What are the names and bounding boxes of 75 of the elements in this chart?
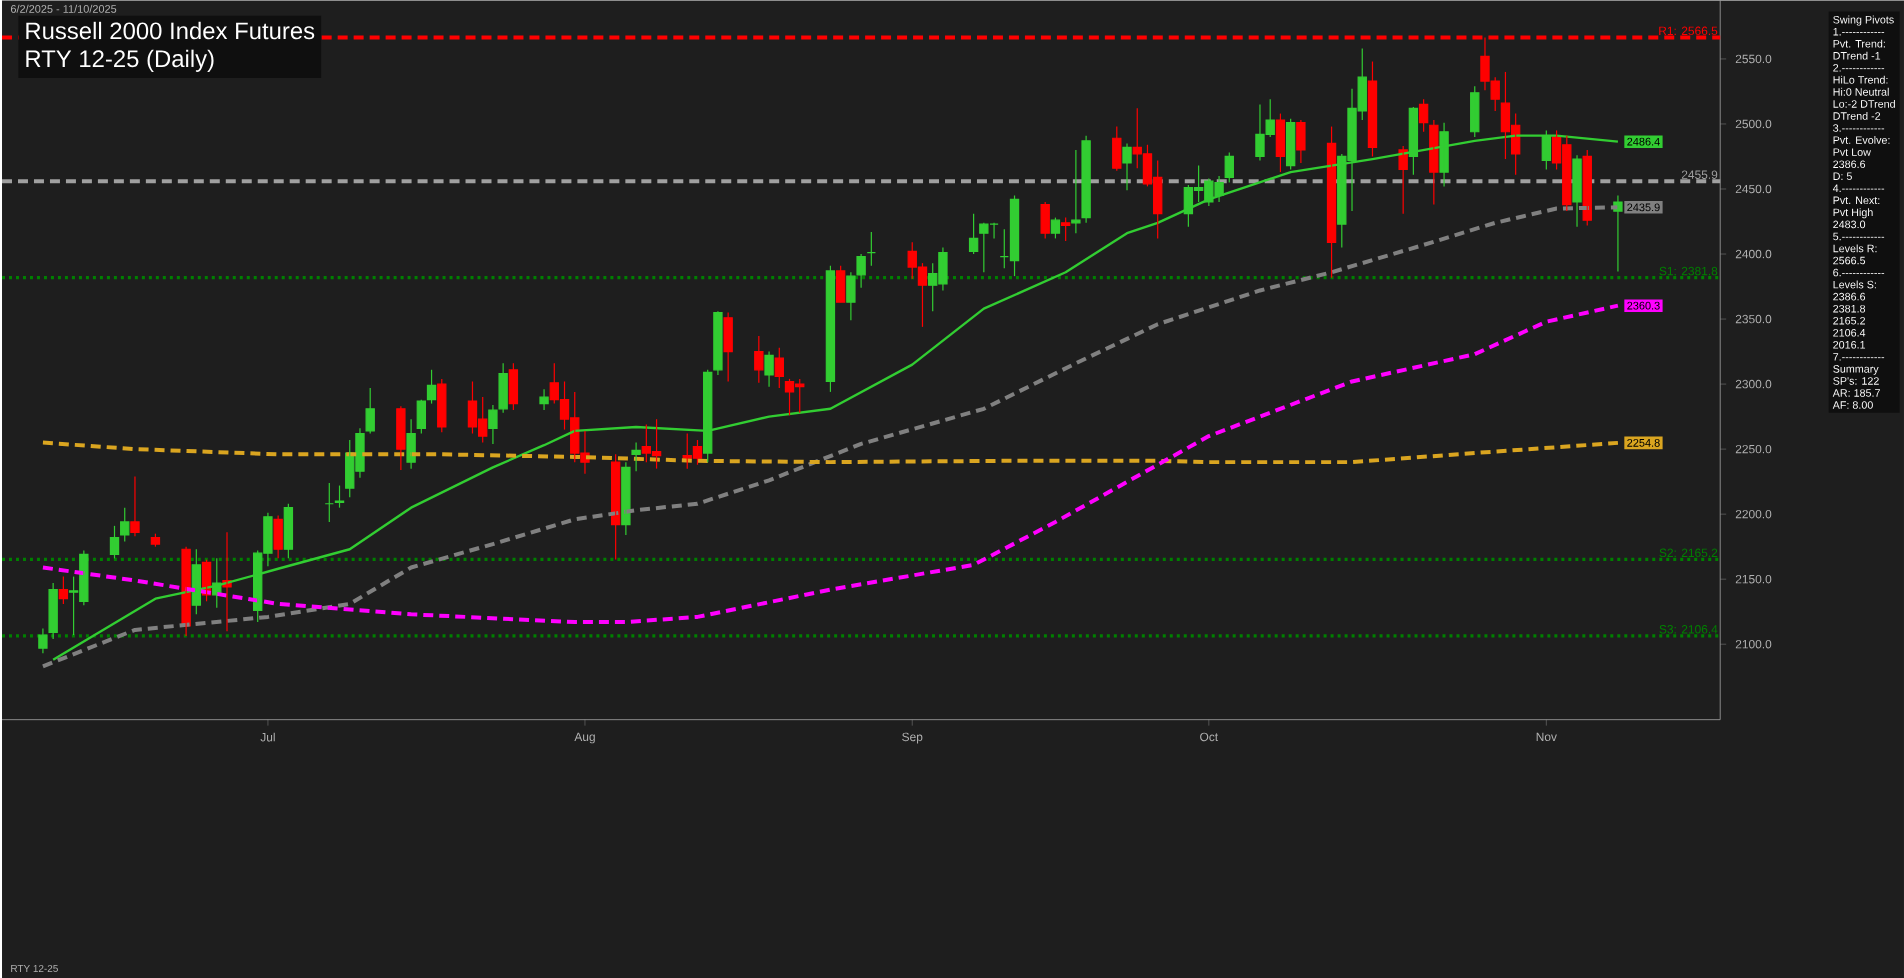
text: 2386.6 [1833, 160, 1866, 168]
text: Swing Pivots [1833, 15, 1894, 26]
candlestick [754, 335, 764, 384]
x-tick-label: Oct [1200, 732, 1219, 741]
ref-line-label: S1: 2381.8 [1659, 266, 1718, 276]
text: Levels R: [1833, 244, 1877, 253]
text: 2165.2 [1833, 316, 1866, 325]
y-tick-label: 2300.0 [1735, 379, 1772, 389]
x-tick-label: Jul [260, 732, 275, 742]
text: Pvt. Evolve: [1833, 135, 1890, 144]
candlestick [334, 484, 345, 509]
line-series [40, 303, 1620, 624]
candlestick [365, 387, 375, 434]
text: 5.------------ [1833, 232, 1885, 241]
text: SP's: 122 [1833, 376, 1879, 385]
text: Summary [1833, 364, 1879, 375]
text: Lo:-2 DTrend [1833, 99, 1895, 108]
text: Russell 2000 Index Futures [26, 21, 315, 40]
ref-line-label: R1: 2566.5 [1659, 26, 1718, 35]
y-tick-label: 2450.0 [1735, 184, 1772, 194]
y-tick-label: 2150.0 [1735, 574, 1772, 584]
y-tick-label: 2350.0 [1735, 314, 1772, 324]
text: 7.------------ [1833, 352, 1885, 361]
candlestick [723, 311, 733, 382]
ref-line-label: S3: 2106.4 [1659, 624, 1718, 634]
y-tick-label: 2550.0 [1735, 54, 1772, 63]
y-tick-label: 2100.0 [1735, 639, 1772, 649]
y-tick-label: 2250.0 [1735, 444, 1772, 454]
ref-line-label: S2: 2165.2 [1659, 548, 1718, 557]
candlestick [1040, 201, 1050, 239]
candlestick [539, 388, 549, 411]
candlestick [437, 378, 447, 433]
text: Pvt. Trend: [1833, 39, 1885, 48]
candlestick [1429, 119, 1439, 206]
text: Pvt. Next: [1833, 196, 1880, 204]
x-tick-label: Sep [902, 732, 923, 744]
text: 2483.0 [1833, 220, 1866, 229]
text: 2016.1 [1833, 340, 1866, 349]
text: 1.------------ [1833, 27, 1885, 36]
text: 2386.6 [1833, 292, 1866, 301]
candlestick [38, 627, 48, 654]
x-tick-label: Aug [574, 732, 595, 744]
text: Pvt High [1833, 208, 1873, 219]
candlestick [1112, 125, 1122, 172]
text: Pvt Low [1833, 148, 1871, 156]
text: 2381.8 [1833, 304, 1866, 313]
data-label: 2435.9 [1627, 203, 1660, 212]
annotation: 6/2/2025 - 11/10/2025 [10, 4, 117, 13]
data-label: 2360.3 [1627, 301, 1660, 310]
text: RTY 12-25 [11, 964, 58, 972]
text: 2.------------ [1833, 63, 1885, 72]
text: Hi:0 Neutral [1833, 87, 1889, 96]
text: 2566.5 [1833, 256, 1866, 265]
candlestick [120, 506, 130, 542]
text: DTrend -1 [1833, 51, 1881, 60]
ref-line-label: 2455.9 [1681, 170, 1718, 179]
data-label: 2254.8 [1627, 438, 1660, 447]
text: D: 5 [1833, 172, 1852, 180]
text: AR: 185.7 [1832, 389, 1880, 397]
text: 2106.4 [1833, 328, 1866, 337]
x-tick-label: Nov [1536, 732, 1557, 741]
text: Levels S: [1833, 280, 1876, 289]
text: DTrend -2 [1833, 111, 1881, 120]
text: AF: 8.00 [1832, 401, 1873, 409]
text: 4.------------ [1832, 184, 1885, 192]
text: 6.------------ [1833, 268, 1885, 277]
text: HiLo Trend: [1833, 75, 1888, 84]
y-tick-label: 2500.0 [1735, 119, 1772, 129]
text: 3.------------ [1833, 124, 1885, 132]
y-tick-label: 2400.0 [1735, 249, 1772, 259]
data-label: 2486.4 [1627, 137, 1660, 146]
y-tick-label: 2200.0 [1735, 509, 1772, 519]
line-series [40, 440, 1620, 464]
candlestick [1060, 216, 1071, 242]
text: RTY 12-25 (Daily) [26, 49, 214, 72]
